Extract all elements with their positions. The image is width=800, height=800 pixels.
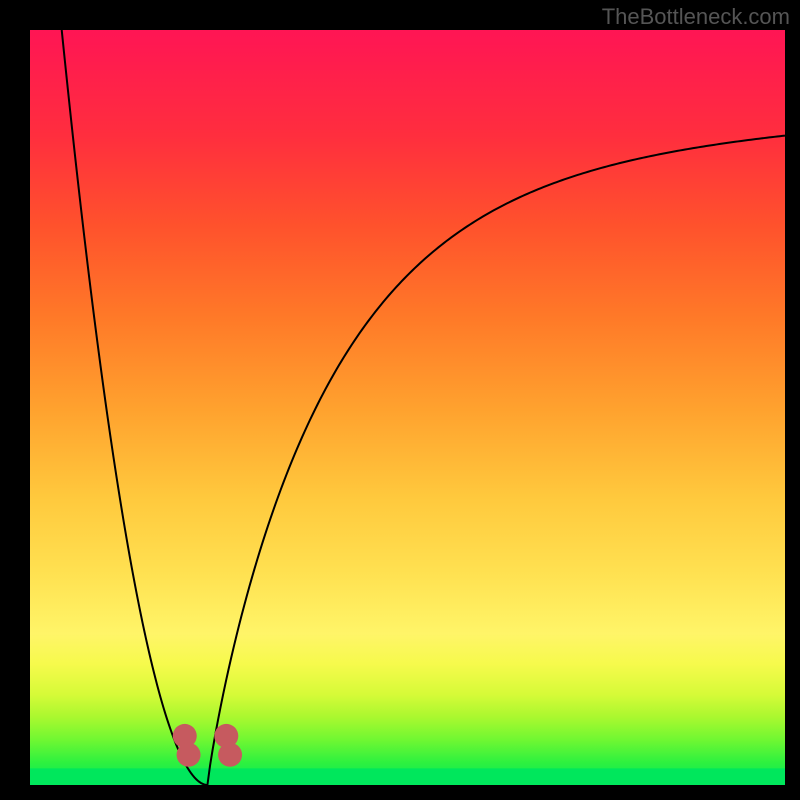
watermark-text: TheBottleneck.com xyxy=(602,4,790,30)
chart-root: TheBottleneck.com xyxy=(0,0,800,800)
chart-svg xyxy=(0,0,800,800)
plot-gradient-background xyxy=(30,30,785,785)
curve-marker xyxy=(177,743,201,767)
green-band xyxy=(30,768,785,785)
curve-marker xyxy=(218,743,242,767)
